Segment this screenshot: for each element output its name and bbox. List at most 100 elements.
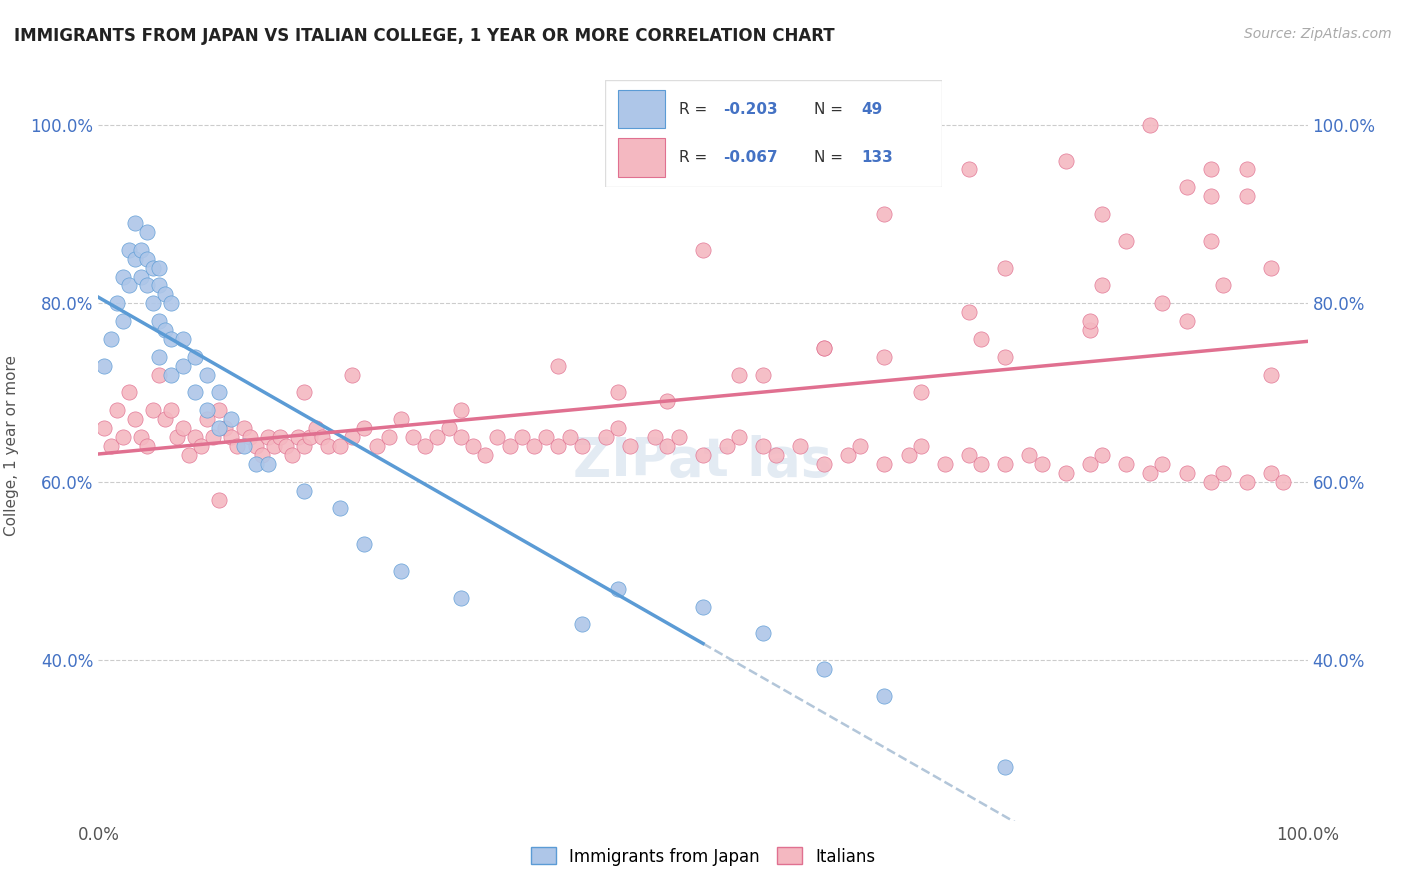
Point [153,287,176,301]
Point [752,368,775,382]
Point [1175,466,1198,480]
Point [571,617,593,632]
Point [897,448,920,462]
Point [353,421,375,435]
Point [813,457,835,471]
Text: 49: 49 [860,102,883,117]
Point [849,439,872,453]
Point [292,439,315,453]
Point [692,243,714,257]
Point [184,430,207,444]
Text: ZIPat las: ZIPat las [574,435,832,487]
Point [402,430,425,444]
Point [873,207,896,221]
Text: N =: N = [814,150,848,165]
Point [153,323,176,337]
Point [1260,368,1282,382]
Point [1272,475,1295,489]
Point [692,448,714,462]
Point [619,439,641,453]
Point [256,457,278,471]
Point [873,457,896,471]
Point [607,385,630,400]
Point [910,439,932,453]
Point [269,430,291,444]
Point [1139,118,1161,132]
Text: Source: ZipAtlas.com: Source: ZipAtlas.com [1244,27,1392,41]
Point [655,439,678,453]
Point [105,296,128,310]
Point [142,260,165,275]
Point [256,430,278,444]
Point [1091,448,1114,462]
Point [1031,457,1053,471]
Point [124,216,146,230]
Point [118,385,141,400]
Point [644,430,666,444]
Point [142,403,165,417]
Point [607,582,630,596]
Point [195,368,218,382]
Text: IMMIGRANTS FROM JAPAN VS ITALIAN COLLEGE, 1 YEAR OR MORE CORRELATION CHART: IMMIGRANTS FROM JAPAN VS ITALIAN COLLEGE… [14,27,835,45]
Point [498,439,520,453]
Y-axis label: College, 1 year or more: College, 1 year or more [4,356,20,536]
Point [994,760,1017,774]
Point [172,359,194,373]
Point [1152,457,1174,471]
Point [135,225,157,239]
Point [437,421,460,435]
Point [148,278,170,293]
Point [329,501,352,516]
Point [752,439,775,453]
Point [329,439,352,453]
Point [1199,162,1222,177]
Point [994,350,1017,364]
Point [1260,260,1282,275]
Point [873,689,896,703]
Point [353,537,375,551]
Point [232,421,254,435]
Point [510,430,533,444]
Point [214,421,236,435]
Point [135,278,157,293]
Bar [619,90,665,128]
Point [1078,323,1101,337]
Point [160,332,183,346]
Point [413,439,436,453]
Point [129,243,152,257]
Point [450,430,472,444]
Point [716,439,738,453]
Point [934,457,956,471]
Point [105,403,128,417]
Point [873,350,896,364]
Point [208,421,231,435]
Point [135,439,157,453]
Text: R =: R = [679,150,711,165]
Point [311,430,333,444]
Point [166,430,188,444]
Point [299,430,322,444]
Point [316,439,339,453]
Point [571,439,593,453]
Point [957,162,980,177]
Point [111,430,134,444]
Point [292,483,315,498]
Point [148,314,170,328]
Point [474,448,496,462]
Point [305,421,328,435]
Point [160,368,183,382]
Point [377,430,399,444]
Point [813,662,835,676]
FancyBboxPatch shape [605,80,942,187]
Point [728,368,751,382]
Point [274,439,297,453]
Point [118,243,141,257]
Point [1199,475,1222,489]
Point [1212,278,1234,293]
Point [595,430,617,444]
Point [1175,314,1198,328]
Point [172,332,194,346]
Point [111,269,134,284]
Point [1175,180,1198,194]
Point [342,430,364,444]
